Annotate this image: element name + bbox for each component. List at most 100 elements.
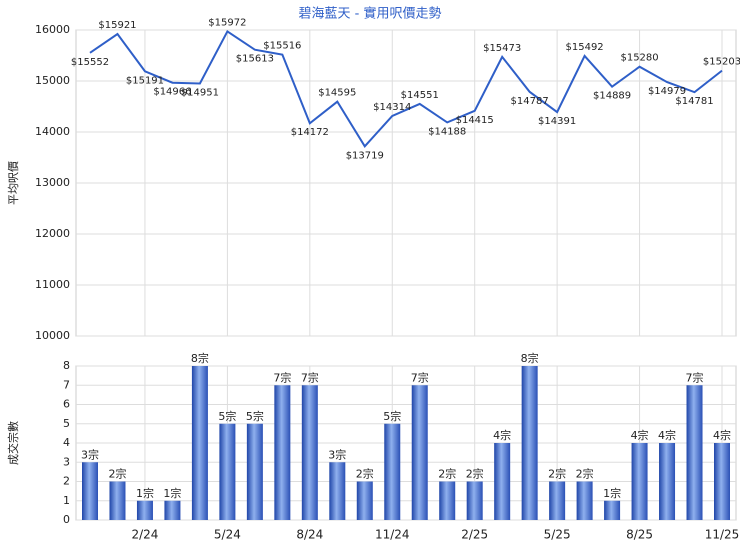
data-label: 2宗 <box>438 467 456 481</box>
data-label: $14966 <box>153 87 191 98</box>
data-label: 4宗 <box>713 428 731 442</box>
data-label: 8宗 <box>521 351 539 365</box>
bar <box>384 423 401 520</box>
data-label: $14391 <box>538 116 576 127</box>
bar <box>191 366 208 520</box>
data-label: $14781 <box>675 96 713 107</box>
y-tick-label: 2 <box>63 475 70 488</box>
y-tick-label: 8 <box>63 359 70 372</box>
data-label: $13719 <box>346 150 384 161</box>
bar <box>329 462 346 520</box>
data-label: 3宗 <box>328 447 346 461</box>
y-tick-label: 12000 <box>35 227 70 240</box>
bar <box>494 443 511 520</box>
x-tick-label: 11/24 <box>375 528 410 542</box>
bar <box>686 385 703 520</box>
data-label: 5宗 <box>218 409 236 423</box>
data-label: $15191 <box>126 75 164 86</box>
data-label: $14951 <box>181 87 219 98</box>
data-label: 7宗 <box>686 370 704 384</box>
data-label: $15613 <box>236 54 274 65</box>
x-tick-label: 2/24 <box>131 528 158 542</box>
x-tick-label: 2/25 <box>461 528 488 542</box>
y-tick-label: 16000 <box>35 23 70 36</box>
bar <box>659 443 676 520</box>
y-tick-label: 5 <box>63 417 70 430</box>
data-label: $14595 <box>318 88 356 99</box>
data-label: 2宗 <box>576 467 594 481</box>
bar <box>714 443 730 520</box>
data-label: $14889 <box>593 91 631 102</box>
data-label: 7宗 <box>273 370 291 384</box>
y-axis-title: 平均呎價 <box>6 161 20 205</box>
data-label: 4宗 <box>493 428 511 442</box>
data-label: $15552 <box>71 57 109 68</box>
bar <box>109 481 126 520</box>
data-label: $14787 <box>511 96 549 107</box>
y-tick-label: 14000 <box>35 125 70 138</box>
data-label: 4宗 <box>658 428 676 442</box>
data-label: $14551 <box>401 90 439 101</box>
x-tick-label: 8/25 <box>626 528 653 542</box>
bar <box>136 500 153 520</box>
data-label: 1宗 <box>603 486 621 500</box>
data-label: $15516 <box>263 41 301 52</box>
data-label: $14188 <box>428 126 466 137</box>
data-label: $15473 <box>483 43 521 54</box>
data-label: 1宗 <box>163 486 181 500</box>
data-label: 5宗 <box>246 409 264 423</box>
bar <box>246 423 263 520</box>
y-tick-label: 4 <box>63 436 70 449</box>
data-label: 2宗 <box>466 467 484 481</box>
data-label: $14979 <box>648 86 686 97</box>
bar <box>356 481 373 520</box>
data-label: $14415 <box>456 115 494 126</box>
data-label: 7宗 <box>301 370 319 384</box>
data-label: 2宗 <box>108 467 126 481</box>
y-tick-label: 1 <box>63 494 70 507</box>
data-label: 8宗 <box>191 351 209 365</box>
data-label: $15280 <box>620 53 658 64</box>
y-tick-label: 11000 <box>35 278 70 291</box>
data-label: $15492 <box>566 42 604 53</box>
bar <box>301 385 318 520</box>
data-label: $14172 <box>291 127 329 138</box>
data-label: 1宗 <box>136 486 154 500</box>
y-tick-label: 7 <box>63 378 70 391</box>
bar <box>576 481 593 520</box>
data-label: 5宗 <box>383 409 401 423</box>
bar <box>549 481 566 520</box>
bar <box>274 385 291 520</box>
bar <box>631 443 648 520</box>
data-label: $15972 <box>208 17 246 28</box>
y-tick-label: 15000 <box>35 74 70 87</box>
x-tick-label: 5/24 <box>214 528 241 542</box>
x-tick-label: 8/24 <box>296 528 323 542</box>
bar <box>164 500 181 520</box>
chart-title: 碧海藍天 - 實用呎價走勢 <box>299 6 442 22</box>
data-label: $14314 <box>373 102 411 113</box>
y-tick-label: 10000 <box>35 329 70 342</box>
data-label: 7宗 <box>411 370 429 384</box>
data-label: 4宗 <box>631 428 649 442</box>
bar <box>439 481 456 520</box>
y-tick-label: 6 <box>63 398 70 411</box>
x-tick-label: 5/25 <box>544 528 571 542</box>
x-tick-label: 11/25 <box>705 528 740 542</box>
y-tick-label: 13000 <box>35 176 70 189</box>
y-axis-title: 成交宗數 <box>6 421 20 465</box>
data-label: 2宗 <box>356 467 374 481</box>
bar <box>411 385 428 520</box>
data-label: $15921 <box>98 20 136 31</box>
y-tick-label: 0 <box>63 513 70 526</box>
bar <box>466 481 483 520</box>
data-label: $15203 <box>703 57 740 68</box>
data-label: 3宗 <box>81 447 99 461</box>
y-tick-label: 3 <box>63 455 70 468</box>
bar <box>604 500 621 520</box>
bar <box>521 366 538 520</box>
line <box>89 29 723 148</box>
data-label: 2宗 <box>548 467 566 481</box>
bar <box>219 423 236 520</box>
